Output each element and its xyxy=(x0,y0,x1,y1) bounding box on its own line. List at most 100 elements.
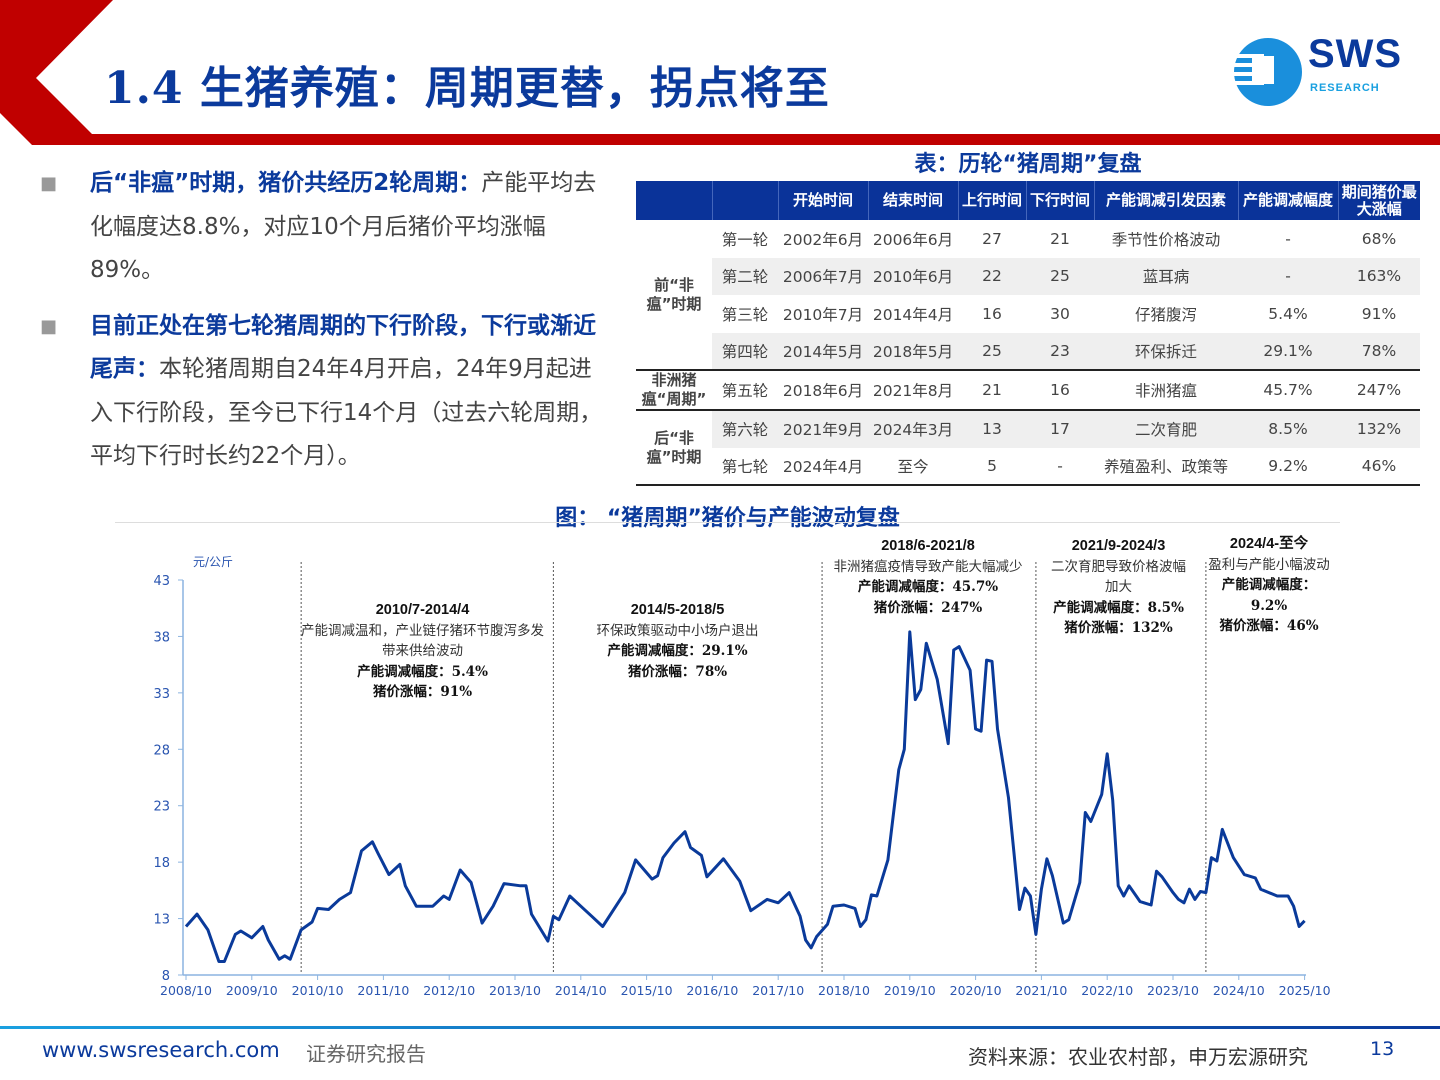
y-axis-unit: 元/公斤 xyxy=(193,555,233,569)
source-note: 资料来源：农业农村部，申万宏源研究 xyxy=(968,1045,1308,1069)
table-cell: 132% xyxy=(1338,409,1420,448)
table-cell: 2024年4月 xyxy=(782,457,864,476)
table-cell: 第七轮 xyxy=(721,457,769,476)
footer-rule xyxy=(0,1026,1440,1029)
table-cell: 非洲猪瘟 xyxy=(1094,369,1238,410)
table-cell: 30 xyxy=(1050,304,1070,323)
table-row: 第二轮 2006年7月 2010年6月 22 25 蓝耳病 -163% xyxy=(636,257,1420,295)
page-title: 1.4 生猪养殖：周期更替，拐点将至 xyxy=(104,63,830,114)
table-cell: 仔猪腹泻 xyxy=(1134,305,1197,324)
table-cell: 21 xyxy=(958,369,1026,410)
table-cell: 第五轮 xyxy=(712,369,778,410)
cycle-annotation: 2010/7-2014/4 产能调减温和，产业链仔猪环节腹泻多发带来供给波动 产能调… xyxy=(300,600,545,703)
annotation-rise: 猪价涨幅：46% xyxy=(1219,618,1319,634)
table-cell: 68% xyxy=(1361,229,1397,248)
x-tick-label: 2008/10 xyxy=(160,983,212,998)
column-header: 产能调减引发因素 xyxy=(1093,181,1238,220)
annotation-rise: 猪价涨幅：247% xyxy=(873,599,983,616)
annotation-rise: 猪价涨幅：78% xyxy=(627,663,728,680)
y-tick-label: 38 xyxy=(153,630,170,645)
column-header: 下行时间 xyxy=(1025,181,1094,220)
bullet-square-icon: ■ xyxy=(40,173,58,194)
table-cell: 8.5% xyxy=(1238,409,1338,448)
x-tick-label: 2015/10 xyxy=(621,983,673,998)
price-series-line xyxy=(184,630,1306,963)
footer-url[interactable]: www.swsresearch.com xyxy=(42,1038,280,1062)
cycle-annotation: 2024/4-至今 盈利与产能小幅波动 产能调减幅度：9.2% 猪价涨幅：46% xyxy=(1204,534,1334,637)
table-cell: 2021年8月 xyxy=(868,369,958,410)
x-tick-label: 2025/10 xyxy=(1279,983,1331,998)
footer-label: 证券研究报告 xyxy=(306,1042,426,1066)
bullet-heading: 后“非瘟”时期，猪价共经历2轮周期： xyxy=(90,170,482,196)
y-tick-label: 18 xyxy=(153,856,170,871)
column-header: 产能调减幅度 xyxy=(1237,181,1338,220)
page-number: 13 xyxy=(1370,1038,1395,1060)
logo-globe-icon xyxy=(1234,38,1302,106)
cycle-annotation: 2014/5-2018/5 环保政策驱动中小场户退出 产能调减幅度：29.1% 猪价涨… xyxy=(570,600,785,682)
table-cell: 2006年7月 xyxy=(778,257,868,295)
table-row: 第四轮 2014年5月 2018年5月 25 23 环保拆迁 29.1% 78% xyxy=(636,332,1420,370)
table-cell: 29.1% xyxy=(1238,332,1338,370)
x-tick-label: 2011/10 xyxy=(357,983,409,998)
table-cell: 2014年5月 xyxy=(778,332,868,370)
period-group: 非洲猪瘟“周期” xyxy=(636,369,712,410)
column-header xyxy=(711,181,778,220)
table-row: 非洲猪瘟“周期” 第五轮 2018年6月 2021年8月 21 16 非洲猪瘟 45.7% 24… xyxy=(636,369,1420,410)
y-tick-label: 33 xyxy=(153,687,170,702)
table-cell: - xyxy=(1057,456,1063,475)
x-tick-label: 2013/10 xyxy=(489,983,541,998)
table-cell: 2014年4月 xyxy=(872,305,954,324)
table-cell: 5 xyxy=(987,456,997,475)
table-cell: 247% xyxy=(1338,369,1420,410)
table-cell: 27 xyxy=(982,229,1002,248)
table-cell: 第二轮 xyxy=(712,257,778,295)
table-cell: 蓝耳病 xyxy=(1094,257,1238,295)
table-cell: 163% xyxy=(1338,257,1420,295)
table-row: 后“非瘟”时期 第六轮 2021年9月 2024年3月 13 17 二次育肥 8.5% 132% xyxy=(636,409,1420,485)
x-tick-label: 2012/10 xyxy=(423,983,475,998)
x-tick-label: 2022/10 xyxy=(1081,983,1133,998)
annotation-period: 2024/4-至今 xyxy=(1229,536,1309,552)
annotation-rise: 猪价涨幅：132% xyxy=(1064,620,1173,636)
table-cell: 2024年3月 xyxy=(868,409,958,448)
logo-subtext: RESEARCH xyxy=(1310,82,1380,94)
annotation-cut: 产能调减幅度：9.2% xyxy=(1221,577,1317,614)
y-tick-label: 8 xyxy=(162,969,170,984)
bullet-heading: 目前正处在第七轮猪周期的下行阶段，下行或渐近尾声： xyxy=(90,312,596,383)
x-tick-label: 2009/10 xyxy=(226,983,278,998)
table-cell: 第四轮 xyxy=(712,332,778,370)
table-cell: 养殖盈利、政策等 xyxy=(1103,457,1228,476)
x-tick-label: 2023/10 xyxy=(1147,983,1199,998)
table-cell: 2018年5月 xyxy=(868,332,958,370)
table-cell: 5.4% xyxy=(1268,304,1308,323)
table-cell: 91% xyxy=(1361,304,1397,323)
table-cell: 二次育肥 xyxy=(1094,409,1238,448)
table-cell: 9.2% xyxy=(1268,456,1308,475)
annotation-period: 2021/9-2024/3 xyxy=(1071,538,1166,554)
table-row: 第三轮 2010年7月 2014年4月 16 30 仔猪腹泻 5.4% 91% xyxy=(636,295,1420,333)
table-cell: 至今 xyxy=(897,457,929,476)
annotation-rise: 猪价涨幅：91% xyxy=(372,684,473,700)
annotation-cut: 产能调减幅度：5.4% xyxy=(357,663,488,680)
x-tick-label: 2019/10 xyxy=(884,983,936,998)
bullet-square-icon: ■ xyxy=(40,315,58,337)
x-tick-label: 2018/10 xyxy=(818,983,870,998)
bullet-item: ■ 后“非瘟”时期，猪价共经历2轮周期：产能平均去化幅度达8.8%，对应10个月后… xyxy=(36,162,611,293)
x-tick-label: 2017/10 xyxy=(752,983,804,998)
logo-text: SWS xyxy=(1308,32,1403,76)
column-header: 期间猪价最大涨幅 xyxy=(1337,181,1420,220)
table-cell: 78% xyxy=(1338,332,1420,370)
pig-cycle-table: 开始时间 结束时间 上行时间 下行时间 产能调减引发因素 产能调减幅度 期间猪价最大涨幅 前… xyxy=(636,181,1420,486)
table-cell: 16 xyxy=(982,304,1002,323)
annotation-cut: 产能调减幅度：8.5% xyxy=(1053,599,1184,616)
table-cell: 2002年6月 xyxy=(782,230,864,249)
bullet-text: 产能平均去化幅度达8.8%，对应10个月后猪价平均涨幅89%。 xyxy=(90,170,597,283)
x-tick-label: 2024/10 xyxy=(1213,983,1265,998)
annotation-period: 2014/5-2018/5 xyxy=(630,602,725,618)
sws-logo: SWS RESEARCH xyxy=(1232,32,1412,106)
period-group: 后“非瘟”时期 xyxy=(636,409,712,485)
table-cell: 季节性价格波动 xyxy=(1111,230,1221,249)
table-row: 第七轮 2024年4月 至今 5 - 养殖盈利、政策等 9.2% 46% xyxy=(636,448,1420,486)
column-header: 结束时间 xyxy=(867,181,958,220)
x-tick-label: 2021/10 xyxy=(1015,983,1067,998)
